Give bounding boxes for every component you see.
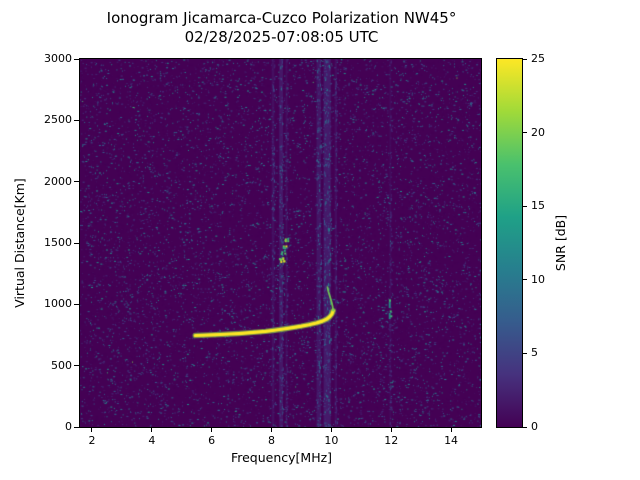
x-tick-label: 14 [444, 434, 459, 447]
colorbar-tick-mark [523, 352, 527, 354]
x-tick-mark [330, 428, 332, 432]
y-tick-label: 2500 [44, 113, 72, 127]
colorbar-tick-mark [523, 426, 527, 428]
y-tick-label: 0 [65, 420, 72, 433]
x-tick-label: 2 [88, 434, 96, 447]
y-tick-label: 1000 [44, 297, 72, 311]
colorbar-tick-mark [523, 58, 527, 60]
x-tick-mark [211, 428, 213, 432]
y-tick-label: 3000 [44, 52, 72, 65]
y-tick-label: 500 [51, 358, 72, 372]
x-tick-label: 4 [148, 434, 156, 447]
x-tick-mark [450, 428, 452, 432]
y-tick-label: 2000 [44, 174, 72, 188]
x-tick-label: 8 [268, 434, 276, 447]
y-tick-label: 1500 [44, 236, 72, 249]
colorbar-label: SNR [dB] [553, 214, 568, 272]
x-axis-label: Frequency[MHz] [230, 450, 333, 465]
x-tick-label: 10 [324, 434, 339, 447]
x-tick-mark [271, 428, 273, 432]
ionogram-heatmap-canvas [80, 59, 481, 427]
colorbar-tick-mark [523, 132, 527, 134]
x-tick-mark [91, 428, 93, 432]
colorbar-tick-mark [523, 205, 527, 207]
y-axis-label: Virtual Distance[Km] [12, 178, 27, 308]
x-tick-label: 6 [208, 434, 216, 447]
colorbar-tick-mark [523, 279, 527, 281]
plot-area [79, 58, 482, 428]
chart-subtitle: 02/28/2025-07:08:05 UTC [184, 28, 379, 46]
x-tick-label: 12 [384, 434, 399, 447]
colorbar [496, 58, 523, 428]
x-tick-mark [390, 428, 392, 432]
x-tick-mark [151, 428, 153, 432]
chart-title: Ionogram Jicamarca-Cuzco Polarization NW… [106, 9, 457, 27]
